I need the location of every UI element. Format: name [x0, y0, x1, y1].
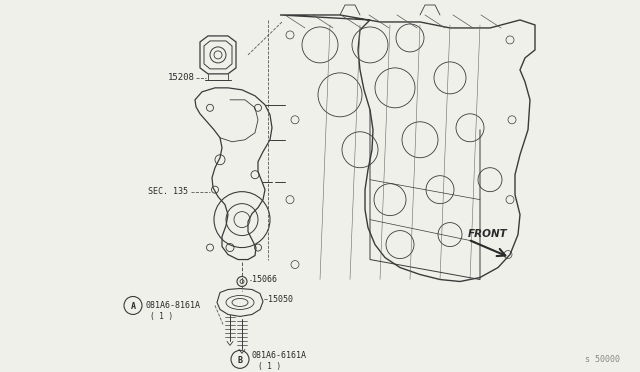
Text: ( 1 ): ( 1 )	[258, 362, 281, 371]
Text: 081A6-6161A: 081A6-6161A	[252, 351, 307, 360]
Text: 15050: 15050	[268, 295, 293, 304]
Text: SEC. 135: SEC. 135	[148, 187, 188, 196]
Text: FRONT: FRONT	[468, 228, 508, 238]
Text: B: B	[237, 356, 243, 365]
Text: 081A6-8161A: 081A6-8161A	[145, 301, 200, 310]
Text: A: A	[131, 302, 136, 311]
Text: 15066: 15066	[252, 275, 277, 284]
Text: s 50000: s 50000	[585, 355, 620, 364]
Text: 15208: 15208	[168, 73, 195, 82]
Text: ( 1 ): ( 1 )	[150, 312, 173, 321]
